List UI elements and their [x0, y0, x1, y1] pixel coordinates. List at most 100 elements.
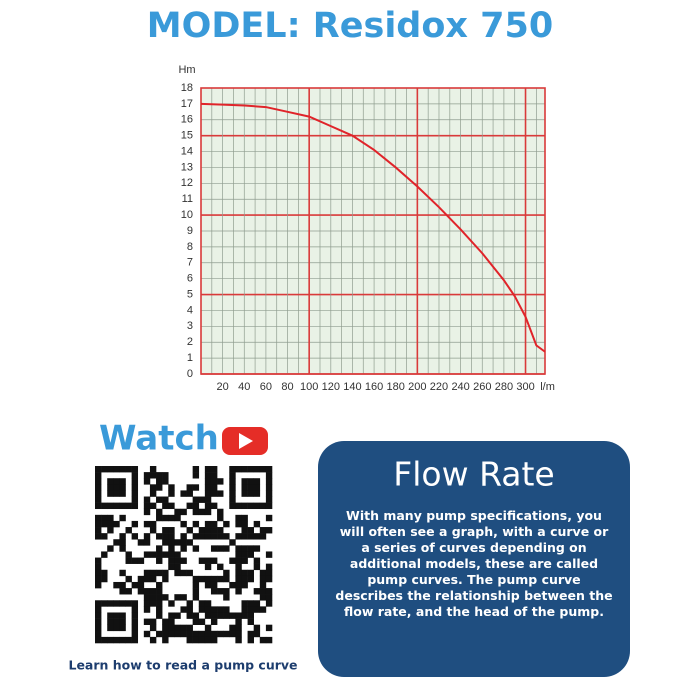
qr-module: [95, 466, 102, 473]
qr-module: [210, 618, 218, 625]
qr-module: [204, 520, 212, 528]
qr-module: [149, 624, 157, 632]
qr-module: [149, 594, 157, 601]
x-tick-label: 260: [473, 381, 491, 393]
qr-module: [149, 569, 157, 577]
qr-module: [253, 484, 261, 491]
qr-module: [174, 612, 181, 619]
qr-module: [143, 594, 151, 601]
qr-module: [247, 527, 254, 534]
qr-module: [223, 612, 230, 619]
qr-module: [113, 502, 120, 510]
qr-module: [174, 539, 181, 546]
qr-module: [265, 636, 273, 644]
qr-module: [247, 484, 254, 491]
qr-module: [119, 478, 126, 485]
qr-module: [174, 563, 181, 571]
qr-module: [168, 630, 175, 638]
qr-module: [143, 551, 151, 558]
qr-module: [223, 569, 230, 577]
qr-module: [168, 545, 175, 552]
qr-module: [241, 545, 248, 552]
qr-module: [186, 636, 193, 644]
qr-module: [107, 484, 114, 491]
qr-module: [143, 600, 151, 607]
qr-module: [156, 612, 163, 619]
page-title: MODEL: Residox 750: [147, 6, 553, 46]
qr-module: [95, 472, 102, 479]
youtube-icon[interactable]: [222, 427, 268, 455]
y-tick-label: 5: [187, 288, 193, 300]
qr-module: [131, 600, 139, 607]
qr-module: [143, 472, 151, 479]
y-tick-label: 0: [187, 368, 193, 380]
qr-module: [107, 502, 114, 510]
qr-module: [168, 514, 175, 522]
y-tick-label: 9: [187, 225, 193, 237]
qr-module: [198, 606, 206, 613]
qr-module: [217, 527, 224, 534]
qr-module: [125, 636, 132, 644]
qr-module: [247, 502, 254, 510]
qr-module: [265, 472, 273, 479]
x-tick-label: 280: [495, 381, 513, 393]
qr-module: [253, 545, 261, 552]
qr-module: [131, 630, 139, 638]
qr-module: [265, 588, 273, 595]
qr-module: [125, 575, 132, 583]
qr-module: [119, 502, 126, 510]
qr-module: [131, 557, 139, 564]
qr-module: [180, 508, 187, 516]
qr-module: [137, 581, 145, 589]
qr-module: [143, 520, 151, 528]
qr-module: [247, 545, 254, 552]
qr-module: [204, 484, 212, 491]
qr-module: [131, 624, 139, 632]
qr-module: [131, 466, 139, 473]
qr-module: [229, 496, 236, 503]
qr-module: [265, 496, 273, 503]
qr-module: [174, 569, 181, 577]
qr-module: [180, 624, 187, 632]
qr-module: [235, 624, 242, 632]
qr-module: [235, 630, 242, 638]
qr-module: [131, 581, 139, 589]
x-tick-label: 100: [300, 381, 318, 393]
qr-module: [156, 581, 163, 589]
qr-module: [204, 502, 212, 510]
qr-module: [107, 618, 114, 625]
qr-module: [229, 484, 236, 491]
qr-module: [259, 606, 267, 613]
qr-module: [156, 514, 163, 522]
qr-module: [253, 630, 261, 638]
qr-module: [119, 490, 126, 497]
qr-module: [247, 569, 254, 577]
qr-module: [156, 557, 163, 564]
y-tick-label: 3: [187, 320, 193, 332]
qr-module: [125, 551, 132, 558]
qr-module: [180, 594, 187, 601]
qr-module: [253, 490, 261, 497]
qr-module: [204, 466, 212, 473]
qr-code[interactable]: [95, 466, 273, 644]
qr-module: [253, 533, 261, 540]
plot-border: [200, 87, 546, 375]
qr-module: [259, 569, 267, 577]
qr-module: [131, 618, 139, 625]
qr-module: [119, 636, 126, 644]
qr-module: [101, 514, 108, 522]
qr-module: [229, 539, 236, 546]
qr-module: [223, 594, 230, 601]
qr-module: [204, 527, 212, 534]
x-tick-label: 240: [451, 381, 469, 393]
qr-module: [149, 502, 157, 510]
qr-module: [113, 636, 120, 644]
qr-module: [168, 551, 175, 558]
qr-module: [192, 612, 200, 619]
qr-module: [204, 612, 212, 619]
qr-module: [168, 484, 175, 491]
y-tick-label: 12: [181, 177, 193, 189]
qr-module: [168, 563, 175, 571]
qr-module: [247, 490, 254, 497]
